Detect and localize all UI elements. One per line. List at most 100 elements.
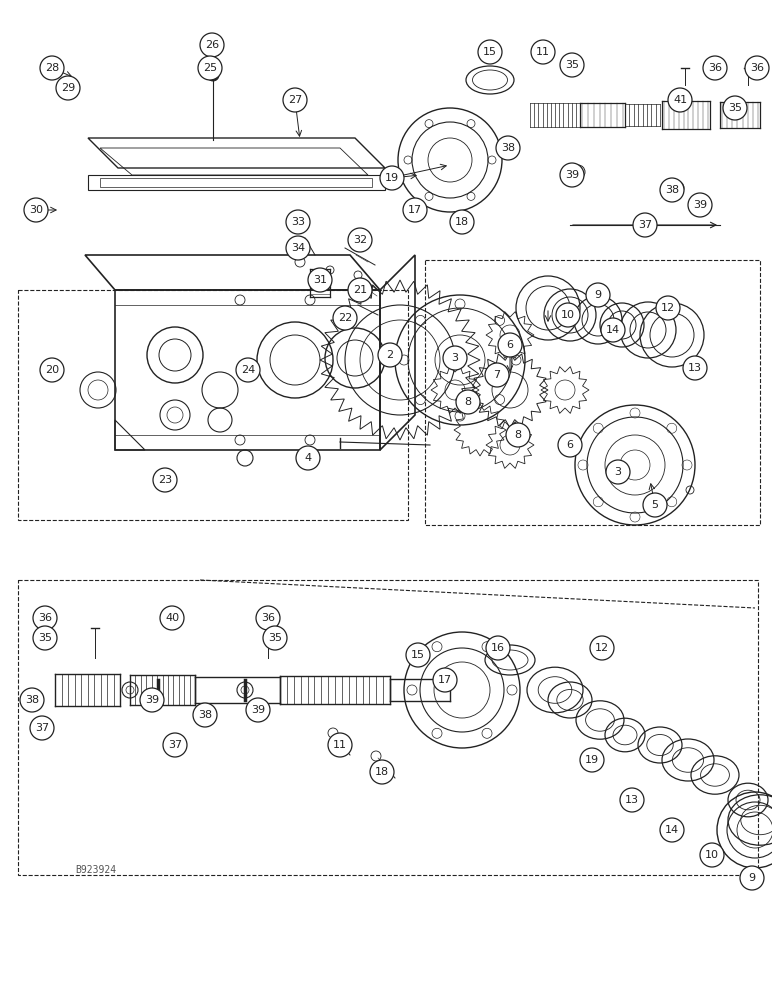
Circle shape <box>443 346 467 370</box>
Circle shape <box>486 636 510 660</box>
Text: 10: 10 <box>705 850 719 860</box>
Circle shape <box>586 283 610 307</box>
Circle shape <box>601 318 625 342</box>
Circle shape <box>403 198 427 222</box>
Circle shape <box>328 733 352 757</box>
Text: 22: 22 <box>338 313 352 323</box>
Text: 20: 20 <box>45 365 59 375</box>
Circle shape <box>236 358 260 382</box>
Text: 37: 37 <box>168 740 182 750</box>
Circle shape <box>683 356 707 380</box>
Circle shape <box>703 56 727 80</box>
Circle shape <box>478 40 502 64</box>
Text: 37: 37 <box>638 220 652 230</box>
Circle shape <box>620 788 644 812</box>
Text: 8: 8 <box>514 430 522 440</box>
Circle shape <box>633 213 657 237</box>
Circle shape <box>333 306 357 330</box>
Text: 39: 39 <box>693 200 707 210</box>
Circle shape <box>286 236 310 260</box>
Text: 19: 19 <box>385 173 399 183</box>
Text: 15: 15 <box>483 47 497 57</box>
Circle shape <box>33 606 57 630</box>
Text: 16: 16 <box>491 643 505 653</box>
Text: 19: 19 <box>585 755 599 765</box>
Text: 36: 36 <box>38 613 52 623</box>
Circle shape <box>556 303 580 327</box>
Circle shape <box>498 333 522 357</box>
Circle shape <box>153 468 177 492</box>
Text: 14: 14 <box>606 325 620 335</box>
Text: 35: 35 <box>728 103 742 113</box>
Text: 27: 27 <box>288 95 302 105</box>
Circle shape <box>668 88 692 112</box>
Text: 12: 12 <box>661 303 675 313</box>
Circle shape <box>433 668 457 692</box>
Text: 41: 41 <box>673 95 687 105</box>
Circle shape <box>200 33 224 57</box>
Circle shape <box>163 733 187 757</box>
Circle shape <box>590 636 614 660</box>
Text: 6: 6 <box>567 440 574 450</box>
Circle shape <box>256 606 280 630</box>
Circle shape <box>263 626 287 650</box>
Circle shape <box>348 278 372 302</box>
Text: 17: 17 <box>408 205 422 215</box>
Circle shape <box>283 88 307 112</box>
Circle shape <box>286 210 310 234</box>
Circle shape <box>688 193 712 217</box>
Text: 29: 29 <box>61 83 75 93</box>
Text: 35: 35 <box>268 633 282 643</box>
Text: 8: 8 <box>465 397 472 407</box>
Circle shape <box>40 56 64 80</box>
Text: 12: 12 <box>595 643 609 653</box>
Text: 23: 23 <box>158 475 172 485</box>
Text: 4: 4 <box>304 453 312 463</box>
Text: 2: 2 <box>387 350 394 360</box>
Circle shape <box>643 493 667 517</box>
Text: 13: 13 <box>625 795 639 805</box>
Circle shape <box>456 390 480 414</box>
Text: 32: 32 <box>353 235 367 245</box>
Text: 38: 38 <box>665 185 679 195</box>
Text: 6: 6 <box>506 340 513 350</box>
Circle shape <box>40 358 64 382</box>
Text: 31: 31 <box>313 275 327 285</box>
Text: 36: 36 <box>261 613 275 623</box>
Text: 37: 37 <box>35 723 49 733</box>
Circle shape <box>656 296 680 320</box>
Circle shape <box>485 363 509 387</box>
Text: 9: 9 <box>748 873 756 883</box>
Text: 38: 38 <box>198 710 212 720</box>
Text: 26: 26 <box>205 40 219 50</box>
Text: 7: 7 <box>493 370 500 380</box>
Circle shape <box>246 698 270 722</box>
Circle shape <box>308 268 332 292</box>
Text: 35: 35 <box>565 60 579 70</box>
Circle shape <box>745 56 769 80</box>
Circle shape <box>378 343 402 367</box>
Circle shape <box>33 626 57 650</box>
Text: 39: 39 <box>251 705 265 715</box>
Circle shape <box>406 643 430 667</box>
Circle shape <box>56 76 80 100</box>
Text: 21: 21 <box>353 285 367 295</box>
Circle shape <box>348 228 372 252</box>
Circle shape <box>24 198 48 222</box>
Text: 17: 17 <box>438 675 452 685</box>
Circle shape <box>193 703 217 727</box>
Circle shape <box>660 178 684 202</box>
Text: 25: 25 <box>203 63 217 73</box>
Text: 3: 3 <box>615 467 621 477</box>
Circle shape <box>740 866 764 890</box>
Text: 40: 40 <box>165 613 179 623</box>
Circle shape <box>160 606 184 630</box>
Circle shape <box>450 210 474 234</box>
Text: 39: 39 <box>565 170 579 180</box>
Text: 15: 15 <box>411 650 425 660</box>
Circle shape <box>723 96 747 120</box>
Circle shape <box>580 748 604 772</box>
Circle shape <box>198 56 222 80</box>
Circle shape <box>380 166 404 190</box>
Circle shape <box>20 688 44 712</box>
